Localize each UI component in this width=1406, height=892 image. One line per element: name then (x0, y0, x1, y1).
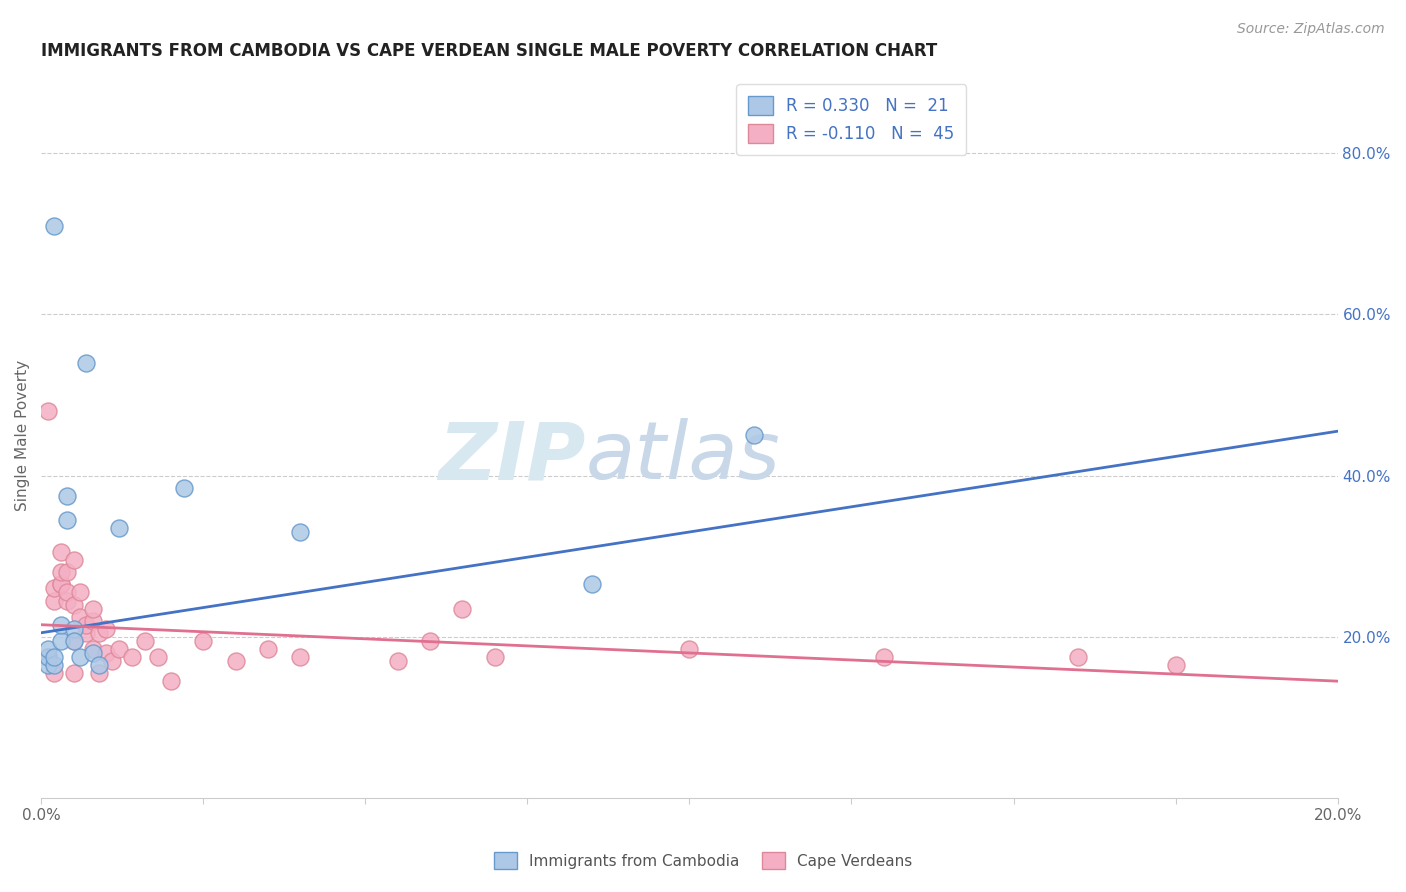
Point (121, 650, 143, 665)
Point (89, 658, 111, 673)
Point (742, 428, 765, 442)
Point (290, 524, 312, 539)
Point (173, 481, 195, 495)
Point (159, 674, 181, 689)
Point (42, 658, 65, 673)
Point (82, 641, 104, 656)
Point (37, 650, 59, 665)
Point (42, 666, 65, 681)
Point (108, 641, 131, 656)
Point (69, 585, 91, 599)
Point (134, 633, 156, 648)
Point (82, 646, 104, 660)
Point (290, 650, 312, 665)
Point (108, 521, 131, 535)
Point (62, 633, 84, 648)
Point (42, 593, 65, 607)
Point (49, 617, 72, 632)
Point (82, 601, 104, 615)
Legend: R = 0.330   N =  21, R = -0.110   N =  45: R = 0.330 N = 21, R = -0.110 N = 45 (737, 85, 966, 154)
Point (193, 633, 215, 648)
Point (42, 582, 65, 596)
Point (62, 666, 84, 681)
Point (62, 633, 84, 648)
Point (678, 641, 700, 656)
Point (1164, 658, 1187, 673)
Point (62, 598, 84, 612)
Point (56, 585, 79, 599)
Text: atlas: atlas (586, 418, 780, 496)
Point (62, 622, 84, 636)
Point (76, 617, 98, 632)
Point (56, 489, 79, 503)
Point (94, 622, 117, 636)
Point (37, 650, 59, 665)
Y-axis label: Single Male Poverty: Single Male Poverty (15, 359, 30, 511)
Point (581, 577, 603, 591)
Point (62, 553, 84, 567)
Point (1067, 650, 1090, 665)
Text: IMMIGRANTS FROM CAMBODIA VS CAPE VERDEAN SINGLE MALE POVERTY CORRELATION CHART: IMMIGRANTS FROM CAMBODIA VS CAPE VERDEAN… (41, 42, 938, 60)
Point (69, 609, 91, 624)
Point (89, 625, 111, 640)
Point (76, 356, 98, 370)
Point (387, 654, 409, 668)
Point (419, 633, 441, 648)
Point (76, 625, 98, 640)
Legend: Immigrants from Cambodia, Cape Verdeans: Immigrants from Cambodia, Cape Verdeans (488, 846, 918, 875)
Point (101, 654, 124, 668)
Text: Source: ZipAtlas.com: Source: ZipAtlas.com (1237, 22, 1385, 37)
Point (56, 593, 79, 607)
Point (56, 513, 79, 527)
Point (37, 641, 59, 656)
Point (89, 666, 111, 681)
Point (257, 641, 280, 656)
Point (49, 545, 72, 559)
Point (49, 633, 72, 648)
Point (873, 650, 896, 665)
Point (82, 614, 104, 628)
Point (484, 650, 506, 665)
Point (225, 654, 247, 668)
Point (42, 650, 65, 665)
Point (69, 650, 91, 665)
Point (49, 577, 72, 591)
Point (49, 566, 72, 580)
Point (42, 219, 65, 233)
Text: ZIP: ZIP (439, 418, 586, 496)
Point (37, 404, 59, 418)
Point (37, 658, 59, 673)
Point (451, 601, 474, 615)
Point (94, 646, 117, 660)
Point (146, 650, 169, 665)
Point (56, 566, 79, 580)
Point (49, 577, 72, 591)
